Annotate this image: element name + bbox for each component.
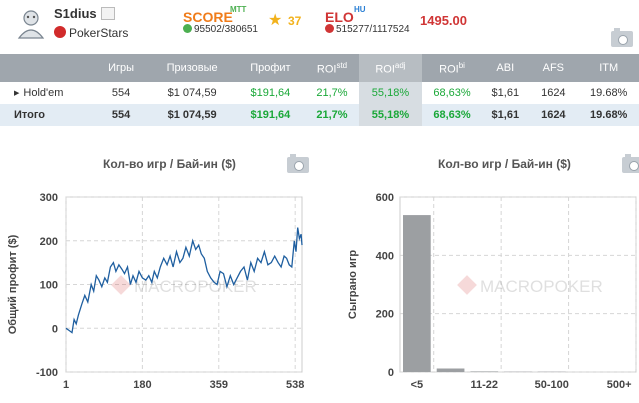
- score-sup: MTT: [230, 5, 247, 14]
- score-value: 37: [288, 14, 302, 28]
- cell-itm: 19.68%: [578, 104, 639, 126]
- col-header-afs[interactable]: AFS: [528, 54, 579, 82]
- cell-itm: 19.68%: [578, 82, 639, 104]
- col-header-roi-std[interactable]: ROIstd: [304, 54, 360, 82]
- y-tick-label: 400: [376, 250, 394, 262]
- cell-afs: 1624: [528, 82, 579, 104]
- y-tick-label: 0: [52, 323, 58, 335]
- score-rank: 95502/380651: [183, 24, 258, 35]
- elo-rank: 515277/1117524: [325, 24, 410, 35]
- x-tick-label: 180: [133, 379, 151, 391]
- row-label: Итого: [0, 104, 94, 126]
- cell-profit: $191,64: [235, 104, 305, 126]
- col-header: [0, 54, 94, 82]
- medal-icon: [183, 24, 192, 33]
- line-chart-title: Кол-во игр / Бай-ин ($): [103, 157, 236, 171]
- col-header-itm[interactable]: ITM: [578, 54, 639, 82]
- x-tick-label: 538: [286, 379, 304, 391]
- col-header-profit[interactable]: Профит: [235, 54, 305, 82]
- cell-roi-adj: 55,18%: [359, 104, 422, 126]
- y-tick-label: 0: [388, 367, 394, 379]
- line-chart-camera-icon[interactable]: [287, 154, 309, 173]
- bar: [470, 371, 499, 372]
- y-tick-label: -100: [36, 367, 58, 379]
- buyin-bar-chart: 0 200 400 600 MACROPOKER <5 11-22 50-100 500+ Сыг…: [347, 192, 637, 391]
- table-header-row: Игры Призовые Профит ROIstd ROIadj ROIbi…: [0, 54, 639, 82]
- bar-chart-camera-icon[interactable]: [622, 154, 639, 173]
- cell-roi-std: 21,7%: [304, 82, 360, 104]
- col-header-roi-adj[interactable]: ROIadj: [359, 54, 422, 82]
- col-header-prizes[interactable]: Призовые: [148, 54, 236, 82]
- x-tick-label: 50-100: [535, 379, 569, 391]
- elo-rank-value: 515277/1117524: [336, 24, 410, 35]
- score-label: SCORE: [183, 9, 233, 25]
- cell-games: 554: [93, 82, 149, 104]
- pokerstars-icon: [54, 26, 66, 38]
- cell-profit: $191,64: [235, 82, 305, 104]
- plot-area: [399, 196, 637, 373]
- player-name[interactable]: S1dius: [54, 6, 97, 21]
- y-tick-label: 300: [40, 192, 58, 204]
- watermark-logo-icon: [111, 275, 131, 295]
- x-tick-label: 11-22: [471, 379, 499, 391]
- cell-roi-bi: 68,63%: [421, 104, 483, 126]
- cell-afs: 1624: [528, 104, 579, 126]
- elo-sup: HU: [354, 5, 366, 14]
- room-name: PokerStars: [69, 26, 129, 40]
- row-label[interactable]: ▶ Hold'em: [0, 82, 94, 104]
- table-row[interactable]: ▶ Hold'em 554 $1 074,59 $191,64 21,7% 55,…: [0, 82, 639, 104]
- stats-table: Игры Призовые Профит ROIstd ROIadj ROIbi…: [0, 54, 639, 126]
- cell-games: 554: [93, 104, 149, 126]
- cell-roi-std: 21,7%: [304, 104, 360, 126]
- screenshot-camera-icon[interactable]: [611, 28, 633, 47]
- y-tick-label: 200: [376, 309, 394, 321]
- cell-roi-adj: 55,18%: [359, 82, 422, 104]
- bar: [436, 368, 465, 372]
- room-label: PokerStars: [54, 26, 128, 40]
- elo-medal-icon: [325, 24, 334, 33]
- elo-value: 1495.00: [420, 13, 467, 28]
- macropoker-watermark: MACROPOKER: [457, 275, 603, 296]
- y-tick-label: 600: [376, 192, 394, 204]
- col-header-roi-bi[interactable]: ROIbi: [421, 54, 483, 82]
- x-tick-label: <5: [411, 379, 424, 391]
- y-axis-label: Общий профит ($): [7, 234, 19, 334]
- avatar[interactable]: [14, 6, 48, 40]
- y-tick-label: 100: [40, 280, 58, 292]
- cell-prizes: $1 074,59: [148, 104, 236, 126]
- cell-abi: $1,61: [482, 82, 529, 104]
- bar: [403, 215, 431, 372]
- col-header-games[interactable]: Игры: [93, 54, 149, 82]
- x-tick-label: 500+: [607, 379, 632, 391]
- x-tick-label: 359: [210, 379, 228, 391]
- elo-label: ELO: [325, 9, 354, 25]
- cell-roi-bi: 68,63%: [421, 82, 483, 104]
- table-row-total: Итого 554 $1 074,59 $191,64 21,7% 55,18%…: [0, 104, 639, 126]
- y-tick-label: 200: [40, 236, 58, 248]
- cell-abi: $1,61: [482, 104, 529, 126]
- y-axis-label: Сыграно игр: [347, 250, 359, 320]
- col-header-abi[interactable]: ABI: [482, 54, 529, 82]
- score-rank-value: 95502/380651: [194, 24, 258, 35]
- expand-arrow-icon[interactable]: ▶: [14, 90, 20, 97]
- player-header: S1dius PokerStars SCORE MTT 95502/380651…: [0, 0, 639, 48]
- cell-prizes: $1 074,59: [148, 82, 236, 104]
- star-icon: ★: [268, 12, 283, 29]
- bar-chart-title: Кол-во игр / Бай-ин ($): [438, 157, 571, 171]
- watermark-logo-icon: [457, 275, 477, 295]
- watermark-text: MACROPOKER: [480, 277, 603, 296]
- profile-box-icon[interactable]: [101, 7, 115, 20]
- profit-series-line: [65, 227, 303, 334]
- x-tick-label: 1: [63, 379, 69, 391]
